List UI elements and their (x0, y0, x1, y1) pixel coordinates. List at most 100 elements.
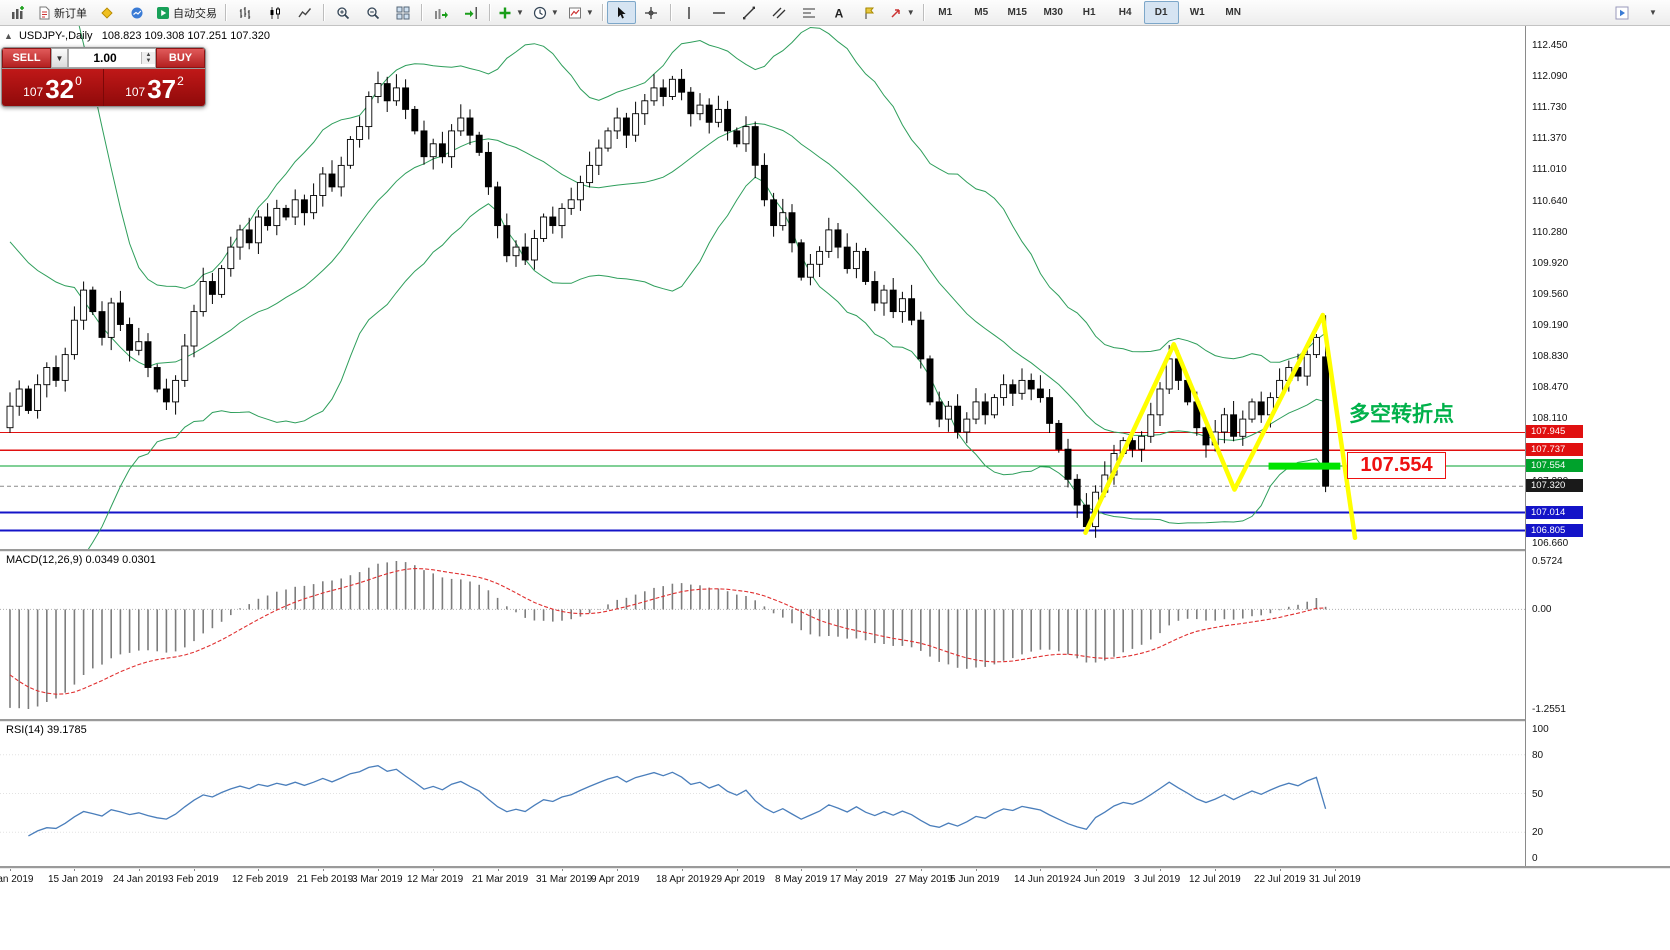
vertical-line-icon (688, 6, 690, 19)
one-click-trade-widget: SELL ▼ 1.00 ▲ ▼ BUY 107 32 0 107 37 2 (1, 47, 206, 107)
price-callout-box[interactable]: 107.554 (1347, 452, 1446, 479)
price-scale-tick: 110.640 (1532, 196, 1568, 207)
zoom-out-button[interactable] (358, 1, 387, 24)
candle (567, 199, 575, 209)
volume-up-icon[interactable]: ▲ (142, 52, 155, 58)
timeframe-m5-button[interactable]: M5 (974, 7, 989, 18)
text-label-tool-button[interactable] (855, 1, 884, 24)
panel-splitter[interactable] (0, 549, 1670, 552)
candle (760, 164, 768, 201)
price-scale-tick: 108.470 (1532, 382, 1569, 393)
time-axis-label: 17 May 2019 (830, 874, 888, 885)
templates-button[interactable]: ▼ (564, 1, 598, 24)
candle (374, 83, 382, 97)
candle (291, 199, 299, 218)
candle (678, 78, 686, 93)
trendline-tool-button[interactable] (735, 1, 764, 24)
timeframe-mn-button[interactable]: MN (1225, 7, 1241, 18)
tester-play-button[interactable] (1607, 1, 1636, 24)
candlestick-chart-button[interactable] (260, 1, 289, 24)
auto-trading-button[interactable]: 自动交易 (152, 1, 221, 24)
periods-button[interactable]: ▼ (529, 1, 563, 24)
candle (282, 207, 290, 218)
timeframe-m15-button[interactable]: M15 (1007, 7, 1027, 18)
candle (1230, 414, 1238, 437)
time-axis-label: 31 Mar 2019 (536, 874, 593, 885)
metaeditor-button[interactable] (92, 1, 121, 24)
time-axis-tick (737, 867, 738, 871)
sell-button[interactable]: SELL (2, 48, 51, 68)
timeframe-m30-button[interactable]: M30 (1043, 7, 1063, 18)
time-axis-label: 9 Apr 2019 (591, 874, 640, 885)
macd-canvas[interactable] (0, 551, 1525, 719)
new-order-label: 新订单 (54, 7, 87, 20)
candle (908, 298, 916, 321)
time-axis-label: 3 Feb 2019 (168, 874, 219, 885)
candle (356, 126, 364, 140)
candle (1202, 427, 1210, 446)
timeframe-d1-button[interactable]: D1 (1143, 1, 1179, 24)
timeframe-h1-button[interactable]: H1 (1082, 7, 1096, 18)
order-type-dropdown[interactable]: ▼ (51, 48, 68, 68)
rsi-panel[interactable]: RSI(14) 39.1785 (0, 721, 1525, 866)
zoom-in-button[interactable] (328, 1, 357, 24)
candle (871, 281, 879, 304)
sell-price[interactable]: 107 32 0 (2, 69, 104, 106)
toolbar-overflow-button[interactable]: ▼ (1638, 1, 1667, 24)
cursor-tool-button[interactable] (606, 1, 636, 24)
buy-price[interactable]: 107 37 2 (104, 69, 205, 106)
crosshair-tool-button[interactable] (637, 1, 666, 24)
panel-splitter[interactable] (0, 719, 1670, 722)
timeframe-w1-button[interactable]: W1 (1189, 7, 1205, 18)
bar-chart-button[interactable] (230, 1, 259, 24)
main-chart-panel[interactable] (0, 26, 1525, 549)
fibonacci-tool-button[interactable] (795, 1, 824, 24)
toolbar-separator (669, 4, 671, 21)
trade-panel-toggle-icon[interactable]: ▲ (4, 31, 13, 41)
macd-label: MACD(12,26,9) 0.0349 0.0301 (6, 554, 156, 566)
indicators-button[interactable]: ▼ (494, 1, 528, 24)
tile-windows-button[interactable] (388, 1, 417, 24)
candle (1018, 379, 1026, 394)
volume-stepper[interactable]: ▲ ▼ (141, 52, 155, 64)
time-axis-tick (378, 867, 379, 871)
new-order-button[interactable]: 新订单 (33, 1, 91, 24)
price-scale[interactable]: 112.450 112.090 111.730 111.370 111.010 110.6… (1525, 26, 1670, 866)
timeframe-h4-button[interactable]: H4 (1118, 7, 1132, 18)
price-chart-canvas[interactable] (0, 26, 1525, 549)
candles-series[interactable] (6, 69, 1330, 538)
candle (834, 229, 842, 248)
candle (990, 397, 998, 416)
macd-panel[interactable]: MACD(12,26,9) 0.0349 0.0301 (0, 551, 1525, 719)
candle (310, 195, 318, 214)
timeframe-m1-button[interactable]: M1 (938, 7, 953, 18)
price-tag: 106.805 (1526, 524, 1583, 537)
arrows-tool-button[interactable]: ▼ (885, 1, 919, 24)
symbol-header: ▲ USDJPY-,Daily 108.823 109.308 107.251 … (4, 30, 270, 42)
time-axis-label: 12 Jul 2019 (1189, 874, 1241, 885)
volume-down-icon[interactable]: ▼ (142, 58, 155, 64)
template-icon (568, 7, 581, 18)
turning-point-annotation[interactable]: 多空转折点 (1349, 403, 1454, 426)
time-axis-tick (682, 867, 683, 871)
volume-field[interactable]: 1.00 ▲ ▼ (68, 48, 156, 68)
rsi-scale-level: 80 (1532, 750, 1544, 761)
new-chart-button[interactable] (3, 1, 32, 24)
horizontal-line-tool-button[interactable] (705, 1, 734, 24)
vertical-line-tool-button[interactable] (675, 1, 704, 24)
chart-shift-button[interactable] (456, 1, 485, 24)
terminal-button[interactable] (122, 1, 151, 24)
line-chart-button[interactable] (290, 1, 319, 24)
candle (466, 117, 474, 136)
zigzag-object[interactable] (1083, 312, 1358, 541)
candle (392, 87, 400, 102)
volume-value[interactable]: 1.00 (93, 51, 117, 65)
rsi-canvas[interactable] (0, 721, 1525, 866)
text-tool-button[interactable]: A (825, 1, 854, 24)
candle (116, 302, 124, 325)
panel-splitter[interactable] (0, 866, 1670, 869)
auto-scroll-button[interactable] (426, 1, 455, 24)
channel-tool-button[interactable] (765, 1, 794, 24)
buy-button[interactable]: BUY (156, 48, 205, 68)
